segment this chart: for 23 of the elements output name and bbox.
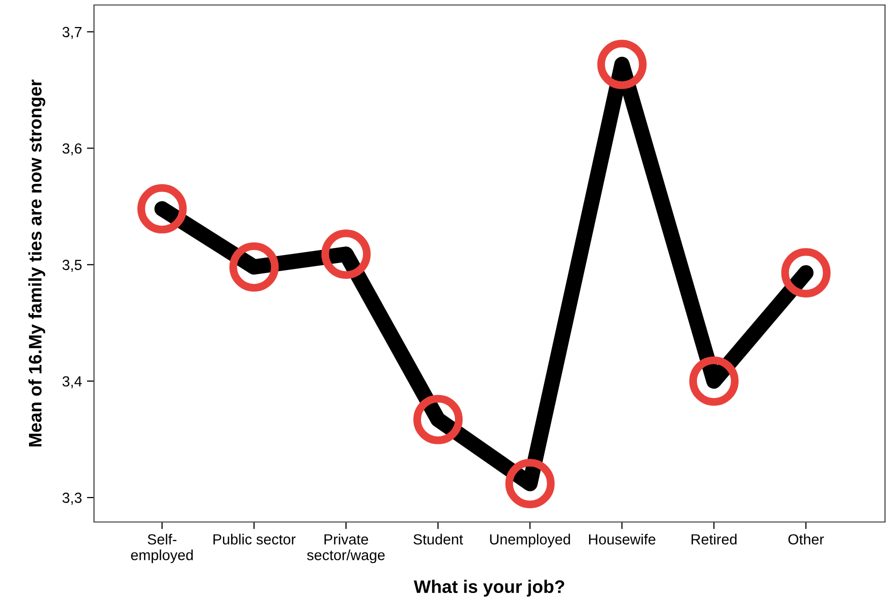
- point: [229, 242, 279, 292]
- x-tick-label: Student: [414, 534, 464, 545]
- point: [321, 230, 371, 279]
- y-tick-label: 3,6: [62, 143, 82, 156]
- point: [413, 394, 463, 444]
- y-tick-label: 3,3: [62, 492, 82, 505]
- y-axis-title: Mean of 16.My family ties are now stronger: [28, 80, 46, 446]
- point: [597, 40, 647, 90]
- x-tick-label: Self- employed: [131, 534, 193, 564]
- y-tick-label: 3,7: [62, 26, 82, 39]
- x-tick-label: Retired: [692, 534, 736, 545]
- x-axis-title: What is your job?: [414, 580, 564, 597]
- y-tick-label: 3,5: [62, 260, 82, 272]
- point: [781, 248, 831, 298]
- point: [689, 356, 739, 406]
- x-tick-label: Housewife: [589, 534, 656, 545]
- point: [505, 458, 555, 508]
- y-tick-label: 3,4: [62, 376, 82, 388]
- x-tick-label: Private sector/wage: [307, 534, 385, 564]
- point: [137, 184, 187, 234]
- x-tick-label: Public sector: [213, 534, 296, 545]
- x-tick-label: Unemployed: [490, 534, 570, 548]
- x-tick-label: Other: [788, 534, 824, 545]
